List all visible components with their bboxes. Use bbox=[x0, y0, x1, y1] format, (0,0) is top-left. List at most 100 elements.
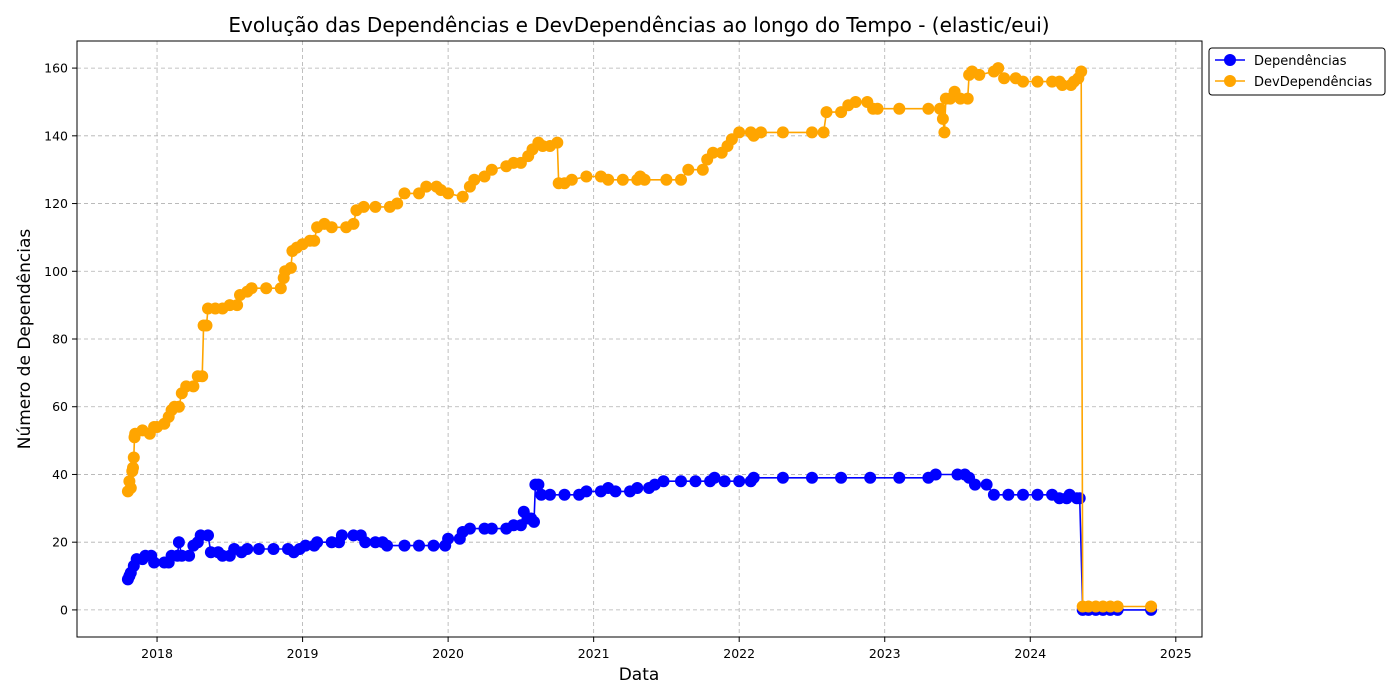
data-point bbox=[938, 126, 951, 139]
data-point bbox=[1017, 75, 1029, 88]
data-point bbox=[733, 475, 746, 488]
data-point bbox=[580, 485, 593, 498]
data-point bbox=[274, 282, 287, 295]
data-point bbox=[391, 197, 404, 210]
data-point bbox=[311, 536, 324, 549]
data-point bbox=[835, 471, 848, 484]
series-1 bbox=[121, 62, 1158, 613]
data-point bbox=[260, 282, 273, 295]
data-point bbox=[124, 482, 137, 494]
legend-label-dependencias: Dependências bbox=[1254, 54, 1347, 69]
data-point bbox=[127, 451, 140, 464]
data-point bbox=[987, 488, 1000, 501]
data-point bbox=[980, 478, 993, 491]
x-tick-label: 2025 bbox=[1160, 646, 1192, 661]
data-point bbox=[335, 529, 348, 542]
data-point bbox=[934, 102, 946, 115]
y-axis: 0 20 40 60 80 100 120 140 160 bbox=[44, 61, 77, 617]
data-point bbox=[657, 475, 670, 488]
data-point bbox=[675, 173, 687, 186]
x-tick-label: 2024 bbox=[1014, 646, 1046, 661]
series-layer bbox=[121, 62, 1158, 616]
x-axis-label: Data bbox=[619, 665, 660, 685]
series-line bbox=[127, 66, 1152, 608]
data-point bbox=[398, 187, 411, 200]
data-point bbox=[442, 187, 455, 200]
data-point bbox=[708, 471, 721, 484]
data-point bbox=[1075, 65, 1088, 78]
data-point bbox=[973, 68, 986, 81]
data-point bbox=[616, 173, 629, 186]
legend: Dependências DevDependências bbox=[1208, 47, 1386, 96]
data-point bbox=[1111, 600, 1124, 613]
data-point bbox=[776, 126, 789, 139]
data-point bbox=[551, 136, 564, 149]
data-point bbox=[427, 539, 440, 552]
data-point bbox=[806, 471, 818, 484]
data-point bbox=[200, 319, 213, 332]
y-axis-label: Número de Dependências bbox=[15, 229, 35, 450]
data-point bbox=[241, 543, 254, 555]
data-point bbox=[936, 112, 949, 125]
y-tick-label: 40 bbox=[52, 467, 68, 482]
data-point bbox=[609, 485, 622, 498]
data-point bbox=[463, 522, 476, 535]
data-point bbox=[1017, 488, 1029, 501]
data-point bbox=[420, 180, 433, 193]
data-point bbox=[532, 478, 545, 491]
data-point bbox=[817, 126, 830, 139]
data-point bbox=[806, 126, 818, 139]
x-tick-label: 2018 bbox=[141, 646, 173, 661]
data-point bbox=[580, 170, 593, 183]
data-point bbox=[558, 488, 571, 501]
data-point bbox=[893, 471, 906, 484]
data-point bbox=[172, 400, 185, 413]
data-point bbox=[602, 173, 615, 186]
data-point bbox=[776, 471, 789, 484]
data-point bbox=[929, 468, 942, 481]
data-point bbox=[369, 200, 382, 213]
x-tick-label: 2023 bbox=[869, 646, 901, 661]
grid bbox=[77, 41, 1202, 637]
data-point bbox=[284, 261, 297, 274]
legend-box bbox=[1208, 47, 1386, 96]
data-point bbox=[299, 539, 312, 552]
data-point bbox=[660, 173, 673, 186]
y-tick-label: 60 bbox=[52, 399, 68, 414]
data-point bbox=[998, 72, 1011, 85]
y-tick-label: 100 bbox=[44, 264, 68, 279]
data-point bbox=[992, 62, 1005, 75]
data-point bbox=[252, 543, 265, 555]
data-point bbox=[733, 126, 746, 139]
data-point bbox=[398, 539, 411, 552]
data-point bbox=[961, 92, 974, 105]
data-point bbox=[820, 106, 833, 119]
data-point bbox=[183, 549, 196, 562]
y-tick-label: 80 bbox=[52, 332, 68, 347]
data-point bbox=[922, 102, 935, 115]
y-tick-label: 160 bbox=[44, 61, 68, 76]
data-point bbox=[308, 234, 321, 247]
data-point bbox=[755, 126, 767, 139]
data-point bbox=[689, 475, 702, 488]
data-point bbox=[357, 200, 370, 213]
y-tick-label: 140 bbox=[44, 128, 68, 143]
data-point bbox=[468, 173, 481, 186]
data-point bbox=[485, 522, 498, 535]
legend-marker-dependencias bbox=[1224, 54, 1236, 66]
data-point bbox=[148, 556, 161, 569]
data-point bbox=[638, 173, 651, 186]
chart-title: Evolução das Dependências e DevDependênc… bbox=[228, 13, 1049, 37]
data-point bbox=[187, 380, 200, 393]
data-point bbox=[696, 163, 709, 176]
data-point bbox=[1073, 492, 1086, 505]
data-point bbox=[528, 515, 540, 528]
legend-label-devdependencias: DevDependências bbox=[1254, 75, 1372, 90]
data-point bbox=[172, 536, 185, 549]
data-point bbox=[1031, 488, 1044, 501]
data-point bbox=[245, 282, 258, 295]
x-tick-label: 2019 bbox=[287, 646, 319, 661]
data-point bbox=[1145, 600, 1158, 613]
data-point bbox=[747, 471, 760, 484]
